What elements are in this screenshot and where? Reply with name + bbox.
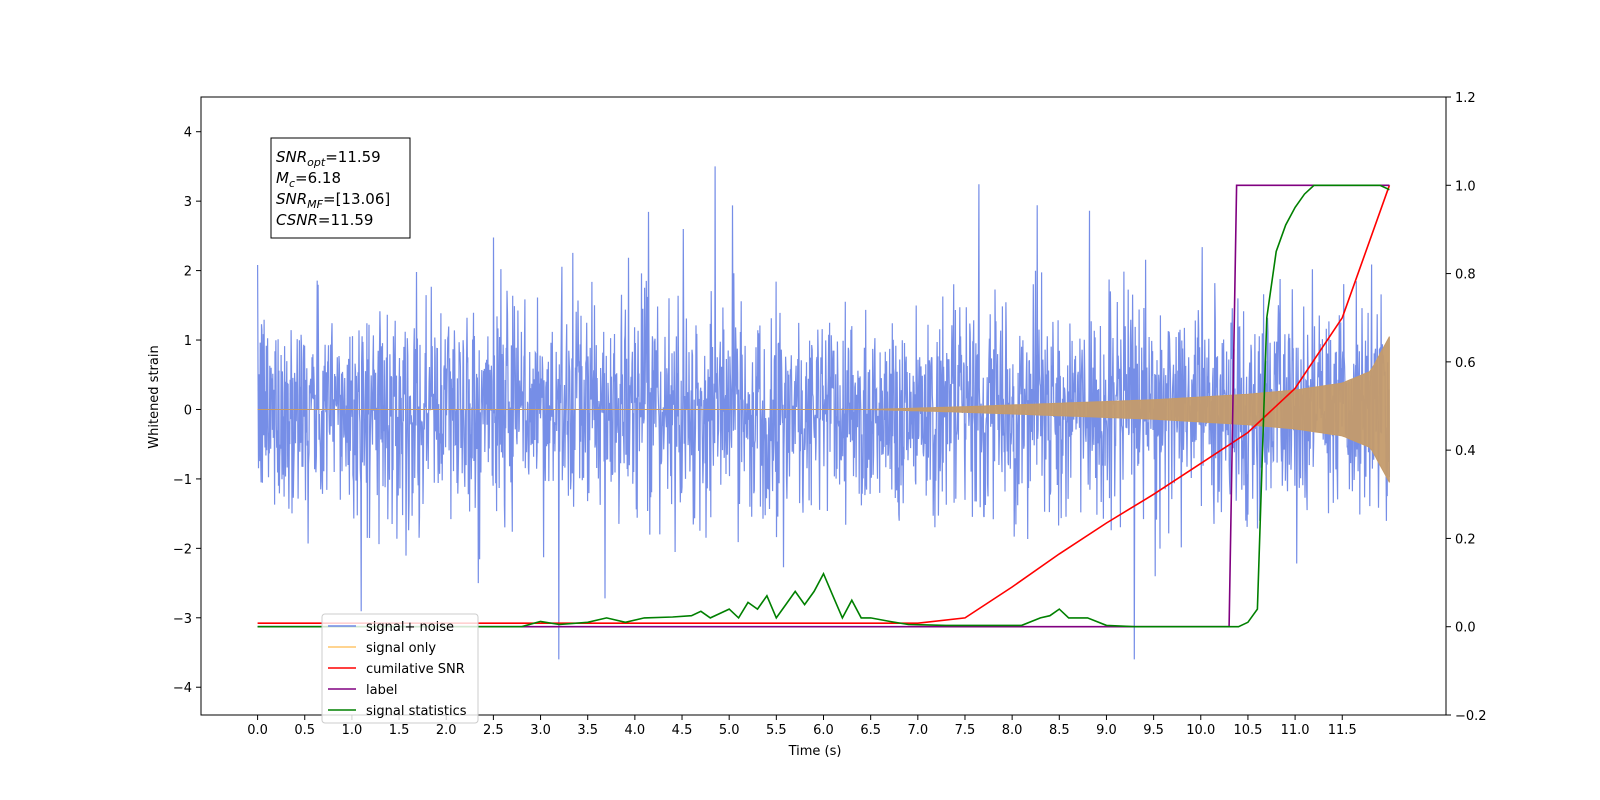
x-tick-label: 7.5 bbox=[955, 723, 976, 738]
x-tick-label: 10.0 bbox=[1186, 723, 1215, 738]
x-tick-label: 4.0 bbox=[625, 723, 646, 738]
y2-tick-label: 0.2 bbox=[1455, 532, 1476, 547]
legend-entry-label: signal+ noise bbox=[366, 620, 454, 635]
x-tick-label: 7.0 bbox=[907, 723, 928, 738]
y-axis-right: −0.2 0.0 0.2 0.4 0.6 0.8 1.0 1.2 bbox=[1446, 91, 1487, 724]
y2-tick-label: −0.2 bbox=[1455, 709, 1487, 724]
y2-tick-label: 1.0 bbox=[1455, 179, 1476, 194]
y-tick-label: 4 bbox=[184, 126, 192, 141]
x-tick-label: 1.0 bbox=[342, 723, 363, 738]
x-tick-label: 2.5 bbox=[483, 723, 504, 738]
plot-area bbox=[257, 166, 1391, 660]
y2-tick-label: 0.8 bbox=[1455, 268, 1476, 283]
x-tick-label: 3.0 bbox=[530, 723, 551, 738]
x-tick-label: 6.5 bbox=[860, 723, 881, 738]
x-tick-label: 2.0 bbox=[436, 723, 457, 738]
x-tick-label: 9.5 bbox=[1143, 723, 1164, 738]
x-tick-label: 0.5 bbox=[294, 723, 315, 738]
y-tick-label: −4 bbox=[173, 681, 192, 696]
y-axis-label: Whitened strain bbox=[147, 345, 162, 448]
y-tick-label: 0 bbox=[184, 403, 192, 418]
stats-line: Mc=6.18 bbox=[276, 169, 341, 190]
series-signal-statistics bbox=[257, 184, 1390, 628]
x-tick-label: 5.5 bbox=[766, 723, 787, 738]
x-tick-label: 6.0 bbox=[813, 723, 834, 738]
series-cumulative-snr bbox=[257, 185, 1391, 625]
stats-line: CSNR=11.59 bbox=[276, 211, 373, 229]
y-tick-label: −1 bbox=[173, 473, 192, 488]
x-tick-label: 8.5 bbox=[1049, 723, 1070, 738]
x-tick-label: 11.0 bbox=[1281, 723, 1310, 738]
x-tick-label: 0.0 bbox=[247, 723, 268, 738]
x-tick-label: 5.0 bbox=[719, 723, 740, 738]
y2-tick-label: 1.2 bbox=[1455, 91, 1476, 106]
plot-series bbox=[257, 166, 1391, 660]
y-tick-label: 1 bbox=[184, 334, 192, 349]
x-tick-label: 3.5 bbox=[577, 723, 598, 738]
legend: signal+ noise signal only cumilative SNR la… bbox=[321, 613, 479, 724]
x-tick-label: 9.0 bbox=[1096, 723, 1117, 738]
legend-entry-label: label bbox=[366, 683, 397, 698]
legend-entry-label: signal statistics bbox=[366, 704, 467, 719]
legend-entry-label: signal only bbox=[366, 641, 436, 656]
y2-tick-label: 0.4 bbox=[1455, 444, 1476, 459]
x-tick-label: 8.0 bbox=[1002, 723, 1023, 738]
stats-line: SNRMF=[13.06] bbox=[276, 190, 390, 211]
y-tick-label: 3 bbox=[184, 195, 192, 210]
y-axis-left: −4 −3 −2 −1 0 1 2 3 4 bbox=[173, 126, 201, 696]
y-tick-label: −2 bbox=[173, 542, 192, 557]
x-tick-label: 1.5 bbox=[389, 723, 410, 738]
x-tick-label: 10.5 bbox=[1233, 723, 1262, 738]
stats-line: SNRopt=11.59 bbox=[276, 148, 381, 169]
x-tick-label: 4.5 bbox=[672, 723, 693, 738]
series-signal-only bbox=[257, 336, 1390, 483]
x-axis-label: Time (s) bbox=[788, 744, 842, 759]
y2-tick-label: 0.0 bbox=[1455, 621, 1476, 636]
legend-entry-label: cumilative SNR bbox=[366, 662, 465, 677]
legend-frame bbox=[321, 613, 479, 724]
y2-tick-label: 0.6 bbox=[1455, 356, 1476, 371]
y-tick-label: −3 bbox=[173, 612, 192, 627]
stats-box: SNRopt=11.59Mc=6.18SNRMF=[13.06]CSNR=11.… bbox=[270, 137, 411, 239]
x-axis: 0.0 0.5 1.0 1.5 2.0 2.5 3.0 3.5 4.0 4.5 5.0 5.5 6.0 6… bbox=[247, 715, 1357, 738]
stats-box-frame bbox=[270, 137, 411, 239]
y-tick-label: 2 bbox=[184, 265, 192, 280]
x-tick-label: 11.5 bbox=[1328, 723, 1357, 738]
